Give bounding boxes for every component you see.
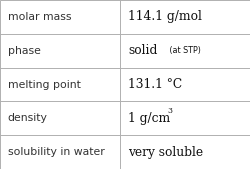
Text: molar mass: molar mass [8, 12, 71, 22]
Text: 131.1 °C: 131.1 °C [128, 78, 182, 91]
Text: solid: solid [128, 44, 157, 57]
Text: phase: phase [8, 46, 40, 56]
Text: very soluble: very soluble [128, 146, 202, 159]
Text: (at STP): (at STP) [166, 46, 200, 55]
Text: melting point: melting point [8, 79, 80, 90]
Text: 1 g/cm: 1 g/cm [128, 112, 170, 125]
Text: 3: 3 [166, 107, 171, 115]
Text: density: density [8, 113, 47, 123]
Text: 114.1 g/mol: 114.1 g/mol [128, 10, 201, 23]
Text: solubility in water: solubility in water [8, 147, 104, 157]
